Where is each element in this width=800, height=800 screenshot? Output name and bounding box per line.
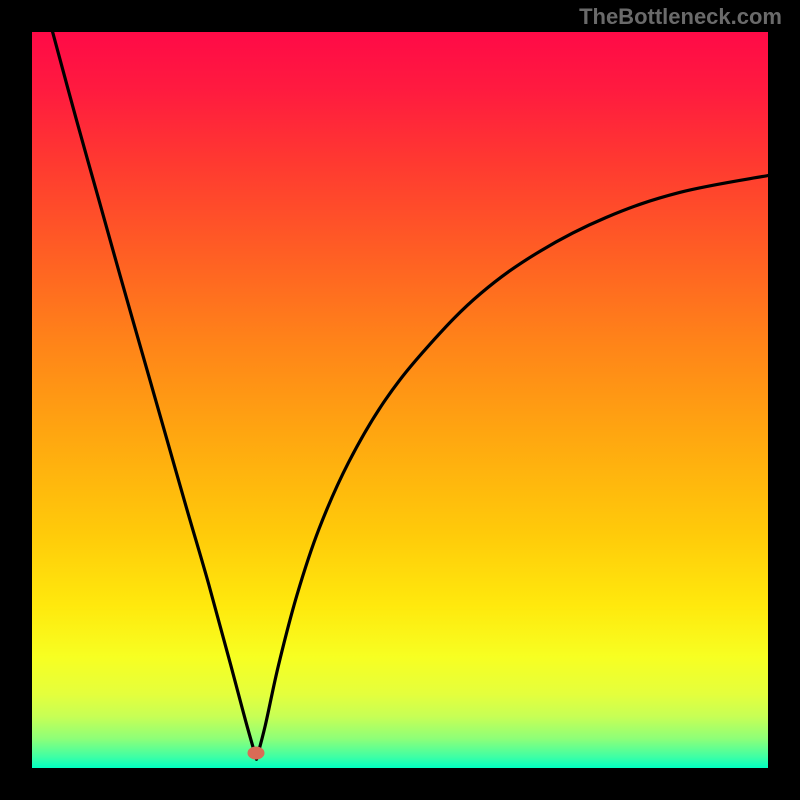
minimum-marker (248, 747, 265, 760)
plot-area (32, 32, 768, 768)
bottleneck-curve (32, 32, 768, 768)
watermark: TheBottleneck.com (579, 4, 782, 30)
